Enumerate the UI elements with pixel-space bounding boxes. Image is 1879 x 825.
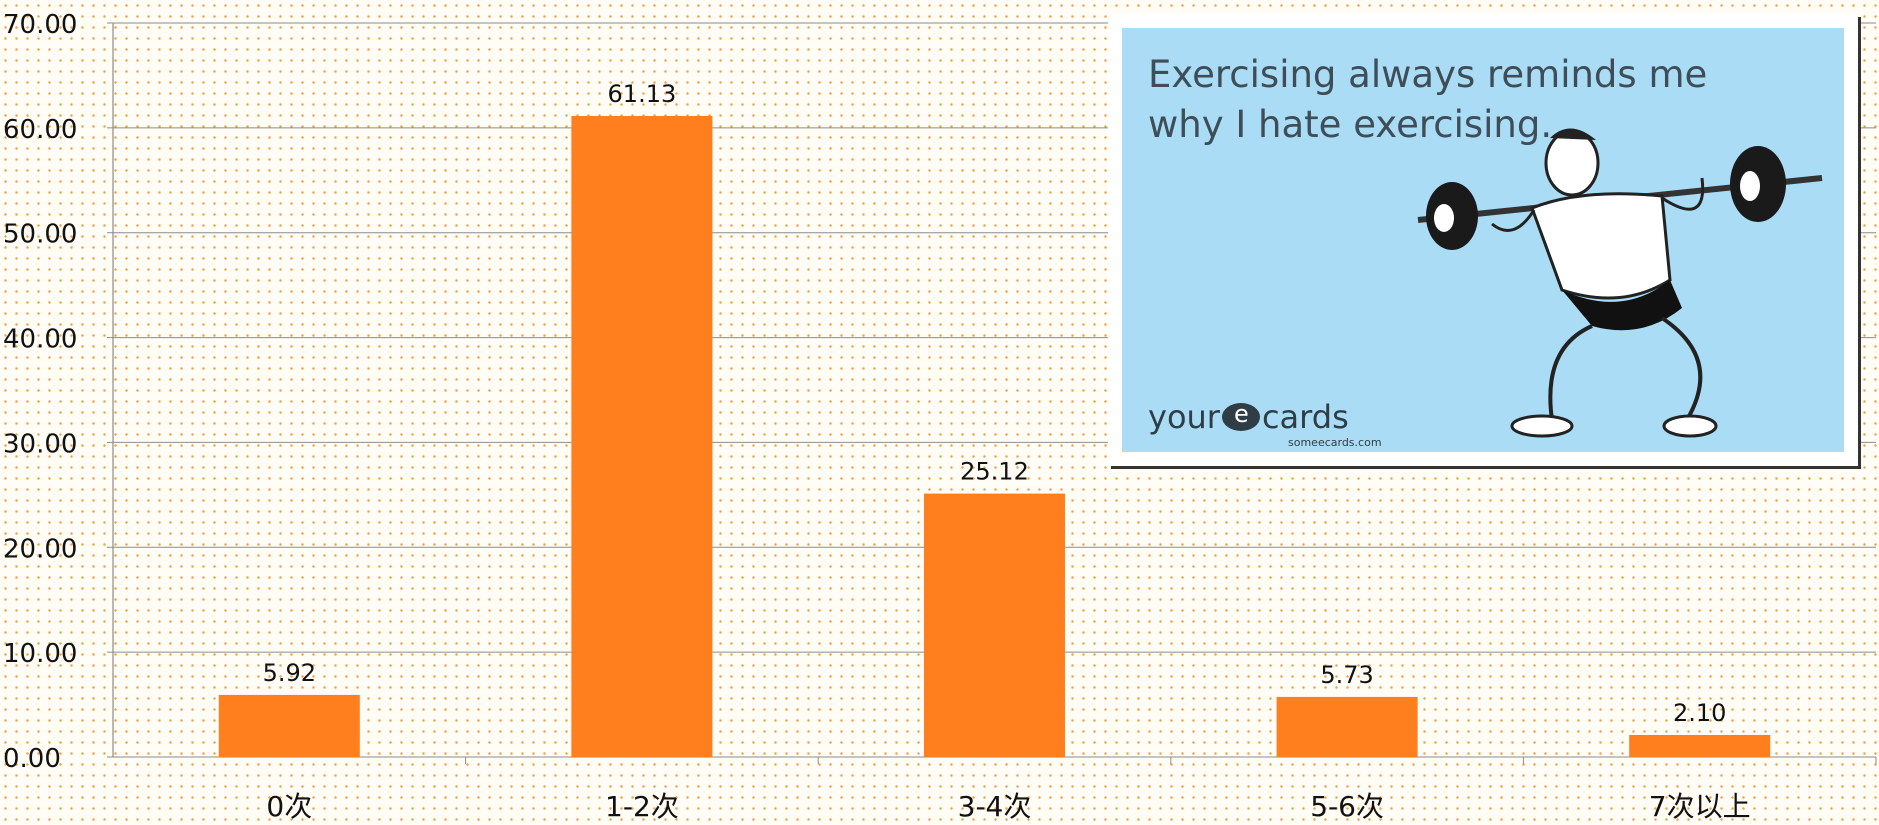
bar-2: [923, 493, 1066, 757]
x-category-label-1: 1-2次: [605, 790, 679, 823]
y-tick-label-5: 50.00: [3, 220, 77, 250]
y-tick-label-1: 10.00: [3, 639, 77, 669]
bar-4: [1629, 734, 1771, 757]
weightlifter-illustration: [1417, 128, 1823, 438]
x-category-label-0: 0次: [266, 790, 312, 823]
ecard-image: Exercising always reminds me why I hate …: [1108, 14, 1858, 466]
bar-3: [1276, 696, 1418, 757]
y-tick-label-6: 60.00: [3, 115, 77, 145]
data-label-0: 5.92: [263, 659, 316, 687]
ecard-caption: Exercising always reminds me why I hate …: [1148, 53, 1708, 146]
x-category-label-4: 7次以上: [1649, 790, 1751, 823]
y-axis-ticks: 0.00 10.00 20.00 30.00 40.00 50.00 60.00 70.00: [3, 10, 77, 774]
x-axis-categories: 0次 1-2次 3-4次 5-6次 7次以上: [266, 790, 1750, 823]
logo-word-right: cards: [1261, 398, 1349, 436]
logo-word-left: your: [1148, 398, 1220, 436]
y-tick-label-3: 30.00: [3, 429, 77, 459]
ecard-panel: Exercising always reminds me why I hate …: [1122, 28, 1844, 452]
y-tick-label-7: 70.00: [3, 10, 77, 40]
x-category-label-3: 5-6次: [1310, 790, 1384, 823]
bar-0: [218, 694, 360, 757]
y-tick-label-0: 0.00: [3, 744, 61, 774]
data-label-3: 5.73: [1320, 661, 1373, 689]
data-label-4: 2.10: [1673, 699, 1726, 727]
x-category-label-2: 3-4次: [958, 790, 1032, 823]
data-label-2: 25.12: [960, 458, 1029, 486]
bar-1: [571, 116, 713, 757]
logo-subtext: someecards.com: [1288, 436, 1382, 449]
data-label-1: 61.13: [608, 80, 677, 108]
y-tick-label-2: 20.00: [3, 534, 77, 564]
bars: [218, 116, 1771, 757]
logo-e-icon: [1221, 400, 1260, 431]
someecards-logo: your cards someecards.com: [1148, 398, 1382, 449]
data-labels: 5.92 61.13 25.12 5.73 2.10: [263, 80, 1727, 727]
y-tick-label-4: 40.00: [3, 325, 77, 355]
